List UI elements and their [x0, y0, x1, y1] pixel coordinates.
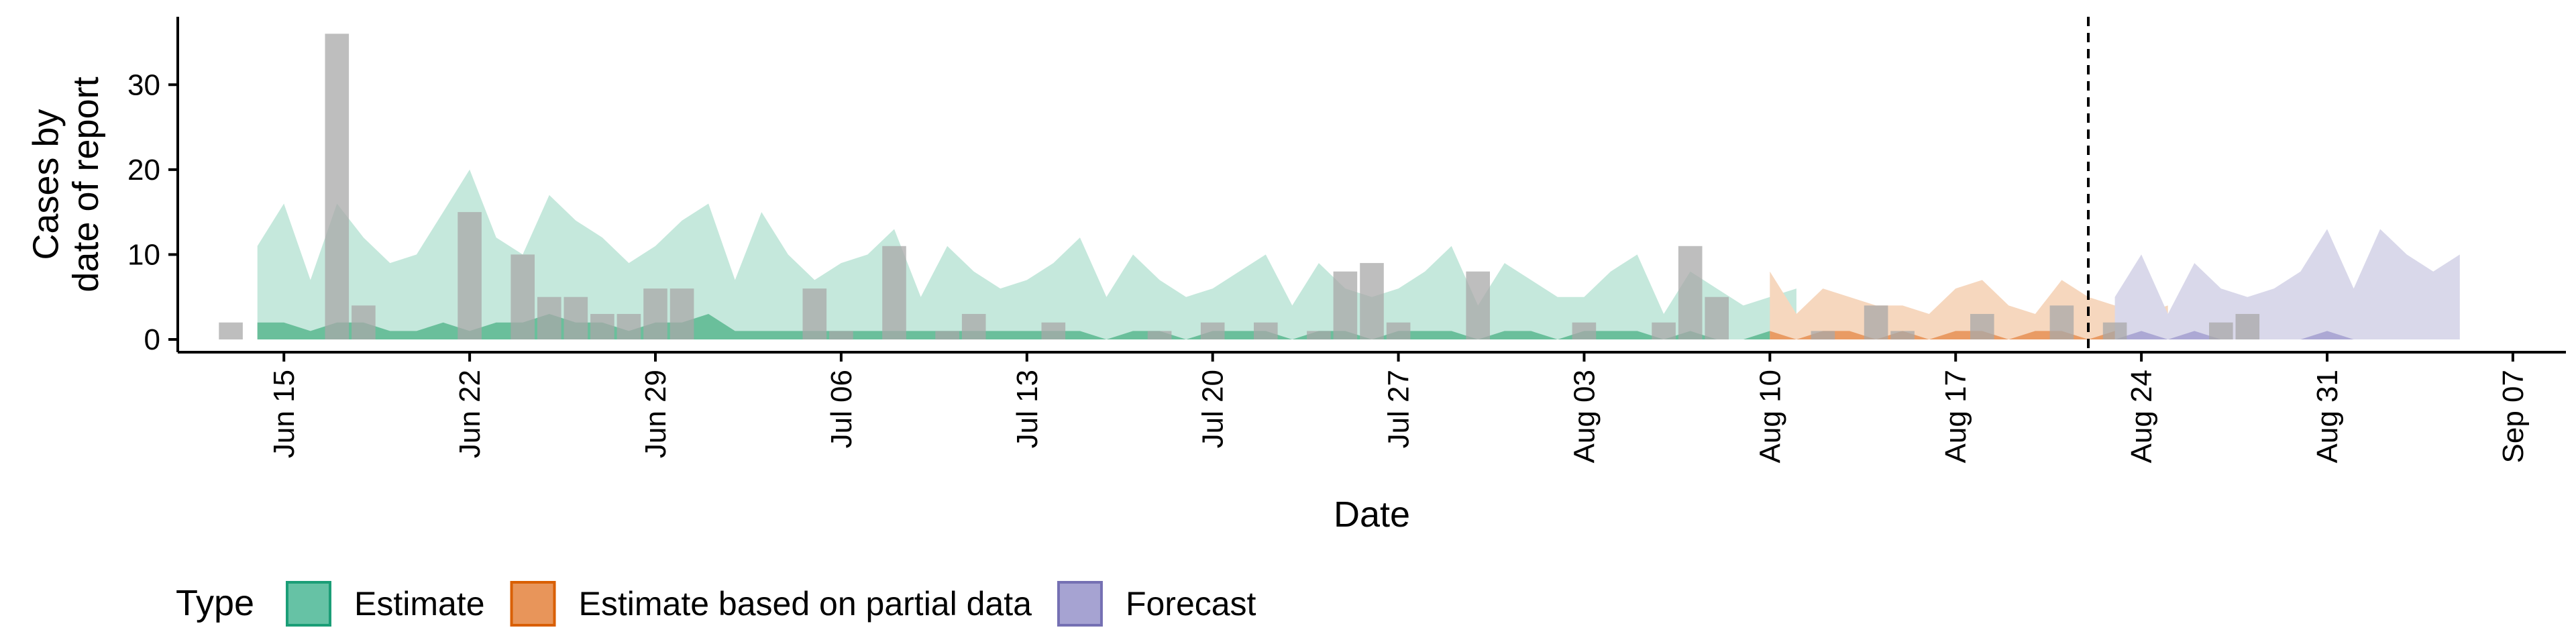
ribbon-inner-forecast [2114, 331, 2460, 339]
legend-label: Forecast [1126, 585, 1256, 623]
case-bar [1333, 271, 1358, 339]
legend-title: Type [176, 583, 254, 623]
x-tick-label: Aug 24 [2125, 370, 2158, 463]
legend-key [510, 581, 556, 627]
case-bar [219, 322, 243, 339]
case-bar [1811, 331, 1835, 340]
case-bar [1360, 263, 1384, 339]
x-tick-label: Aug 17 [1939, 370, 1972, 463]
case-bar [1678, 246, 1703, 339]
case-bar [511, 254, 535, 339]
case-bar [1652, 322, 1676, 339]
case-bar [1890, 331, 1915, 340]
legend-key [1057, 581, 1103, 627]
legend-key [286, 581, 331, 627]
case-bar [802, 288, 827, 339]
case-bar [1864, 305, 1888, 339]
axes: 0 10 20 30 Jun 15 Jun 22 Jun 29 Jul 06 Jul 13 Jul… [26, 17, 2566, 535]
case-bar [882, 246, 906, 339]
case-bar [2209, 322, 2233, 339]
x-tick-label: Aug 10 [1754, 370, 1786, 463]
case-bar [352, 305, 376, 339]
y-tick-label: 0 [144, 323, 160, 356]
y-axis-title-line: date of report [66, 76, 106, 292]
legend-label: Estimate based on partial data [579, 585, 1032, 623]
ribbon-outer-forecast [2114, 229, 2460, 339]
case-bar [1705, 297, 1729, 339]
case-bar [1970, 314, 1994, 339]
case-bar [2235, 314, 2260, 339]
case-bar [1307, 331, 1331, 340]
x-tick-label: Aug 03 [1568, 370, 1601, 463]
ribbon-inner-estimate [257, 314, 1796, 339]
ribbon-outer-estimate [257, 169, 1796, 339]
y-tick-label: 30 [127, 68, 160, 101]
y-axis-title-line: Cases by [26, 109, 66, 260]
x-tick-label: Jun 29 [639, 370, 672, 458]
case-bar [961, 314, 986, 339]
x-tick-label: Jul 27 [1383, 370, 1415, 448]
x-tick-label: Jun 15 [268, 370, 301, 458]
case-bar [2102, 322, 2127, 339]
y-axis-title: Cases bydate of report [26, 76, 106, 292]
case-bar [1200, 322, 1225, 339]
legend: Type Estimate Estimate based on partial da… [176, 581, 1256, 627]
case-bar [1254, 322, 1278, 339]
case-bar [458, 212, 482, 339]
reported-case-bars [219, 34, 2260, 340]
case-bar [1466, 271, 1490, 339]
case-bar [564, 297, 588, 339]
case-bar [669, 288, 694, 339]
y-tick-label: 20 [127, 154, 160, 186]
case-bar [1147, 331, 1172, 340]
series-areas [257, 169, 2460, 339]
case-bar [325, 34, 350, 340]
x-tick-label: Jul 20 [1197, 370, 1230, 448]
legend-label: Estimate [354, 585, 485, 623]
case-bar [829, 331, 853, 340]
case-bar [1572, 322, 1597, 339]
x-tick-label: Jun 22 [453, 370, 486, 458]
x-tick-label: Sep 07 [2497, 370, 2530, 463]
y-tick-label: 10 [127, 238, 160, 271]
case-bar [2049, 305, 2074, 339]
x-tick-label: Aug 31 [2311, 370, 2344, 463]
case-bar [1041, 322, 1066, 339]
case-bar [935, 331, 959, 340]
case-bar [537, 297, 561, 339]
x-tick-label: Jul 13 [1011, 370, 1044, 448]
x-axis-title: Date [1334, 494, 1410, 535]
case-bar [643, 288, 667, 339]
case-bar [616, 314, 641, 339]
x-tick-label: Jul 06 [825, 370, 858, 448]
case-bar [1386, 322, 1411, 339]
case-bar [590, 314, 614, 339]
